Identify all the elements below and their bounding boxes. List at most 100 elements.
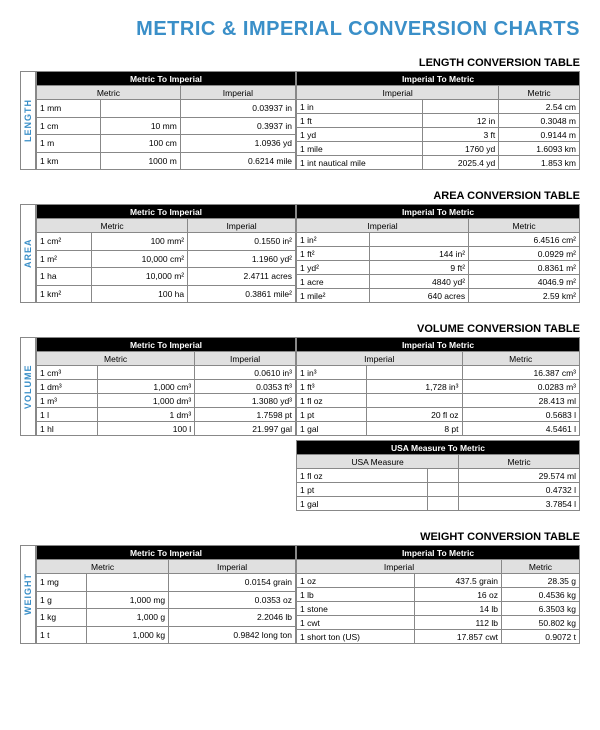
cell: 1 in² (297, 233, 370, 247)
cell: 1,000 dm³ (98, 394, 195, 408)
cell: 1 mile² (297, 289, 370, 303)
cell: 1 gal (297, 497, 428, 511)
table-row: 1 cm²100 mm²0.1550 in² (37, 233, 296, 251)
section-heading: LENGTH CONVERSION TABLE (20, 57, 580, 69)
table-col-right: Metric (459, 455, 580, 469)
cell: 1 yd² (297, 261, 370, 275)
cell: 1 mile (297, 142, 423, 156)
table-col-right: Imperial (169, 560, 296, 574)
table-row: 1 km²100 ha0.3861 mile² (37, 285, 296, 303)
cell (367, 394, 462, 408)
table-row: 1 in²6.4516 cm² (297, 233, 580, 247)
table-row: 1 m²10,000 cm²1.1960 yd² (37, 250, 296, 268)
cell: 2.54 cm (499, 100, 580, 114)
cell: 1 int nautical mile (297, 156, 423, 170)
table-col-left: Imperial (297, 86, 499, 100)
table-row: 1 pt20 fl oz0.5683 l (297, 408, 580, 422)
table-row: 1 gal3.7854 l (297, 497, 580, 511)
table-row: 1 pt0.4732 l (297, 483, 580, 497)
cell: 0.4536 kg (501, 588, 579, 602)
cell: 0.3937 in (180, 117, 295, 135)
table-row: 1 mile1760 yd1.6093 km (297, 142, 580, 156)
table-header-top: Metric To Imperial (37, 338, 296, 352)
conversion-table: Metric To ImperialMetricImperial1 cm³0.0… (36, 337, 296, 436)
table-row: 1 ha10,000 m²2.4711 acres (37, 268, 296, 286)
cell (422, 100, 499, 114)
table-header-top: Imperial To Metric (297, 338, 580, 352)
cell: 1,000 g (87, 609, 169, 627)
table-row: 1 fl oz28.413 ml (297, 394, 580, 408)
cell (428, 497, 459, 511)
cell: 1 cm (37, 117, 101, 135)
cell: 1 mm (37, 100, 101, 118)
cell: 1 m² (37, 250, 92, 268)
cell: 1.1960 yd² (188, 250, 296, 268)
cell: 0.9842 long ton (169, 626, 296, 644)
cell: 3 ft (422, 128, 499, 142)
cell: 640 acres (369, 289, 468, 303)
cell: 2025.4 yd (422, 156, 499, 170)
cell: 4840 yd² (369, 275, 468, 289)
table-row: 1 fl oz29.574 ml (297, 469, 580, 483)
table-header-top: USA Measure To Metric (297, 441, 580, 455)
cell: 144 in² (369, 247, 468, 261)
table-row: 1 yd²9 ft²0.8361 m² (297, 261, 580, 275)
cell: 1760 yd (422, 142, 499, 156)
cell: 1 cm² (37, 233, 92, 251)
cell: 0.03937 in (180, 100, 295, 118)
cell: 1 in (297, 100, 423, 114)
table-header-top: Metric To Imperial (37, 72, 296, 86)
page-title: METRIC & IMPERIAL CONVERSION CHARTS (20, 18, 580, 41)
cell: 1,000 mg (87, 591, 169, 609)
cell: 12 in (422, 114, 499, 128)
table-row: 1 in³16.387 cm³ (297, 366, 580, 380)
extra-table-wrap: USA Measure To MetricUSA MeasureMetric1 … (20, 440, 580, 511)
conversion-table: Metric To ImperialMetricImperial1 cm²100… (36, 204, 296, 303)
section-length: LENGTH CONVERSION TABLELENGTHMetric To I… (20, 57, 580, 170)
cell: 0.1550 in² (188, 233, 296, 251)
cell: 1.0936 yd (180, 135, 295, 153)
cell: 0.0353 oz (169, 591, 296, 609)
cell: 4046.9 m² (469, 275, 580, 289)
table-col-left: Imperial (297, 219, 469, 233)
cell: 1 lb (297, 588, 415, 602)
cell: 0.0929 m² (469, 247, 580, 261)
cell: 0.0353 ft³ (195, 380, 296, 394)
cell: 0.0610 in³ (195, 366, 296, 380)
cell: 10,000 m² (91, 268, 187, 286)
table-header-top: Metric To Imperial (37, 546, 296, 560)
cell: 1 g (37, 591, 87, 609)
table-row: 1 stone14 lb6.3503 kg (297, 602, 580, 616)
cell: 10,000 cm² (91, 250, 187, 268)
cell (98, 366, 195, 380)
cell: 0.3048 m (499, 114, 580, 128)
cell: 1 stone (297, 602, 415, 616)
table-col-right: Imperial (195, 352, 296, 366)
cell: 1 acre (297, 275, 370, 289)
cell: 6.3503 kg (501, 602, 579, 616)
section-heading: VOLUME CONVERSION TABLE (20, 323, 580, 335)
table-row: 1 l1 dm³1.7598 pt (37, 408, 296, 422)
cell: 28.35 g (501, 574, 579, 588)
table-row: 1 hl100 l21.997 gal (37, 422, 296, 436)
table-col-left: Metric (37, 352, 195, 366)
table-row: 1 lb16 oz0.4536 kg (297, 588, 580, 602)
cell: 1 gal (297, 422, 367, 436)
cell: 1 kg (37, 609, 87, 627)
cell: 4.5461 l (462, 422, 580, 436)
cell: 1 m (37, 135, 101, 153)
cell: 16 oz (414, 588, 501, 602)
table-row: 1 km1000 m0.6214 mile (37, 152, 296, 170)
table-row: 1 mm 0.03937 in (37, 100, 296, 118)
table-col-right: Metric (462, 352, 580, 366)
cell: 1 short ton (US) (297, 630, 415, 644)
cell: 1 hl (37, 422, 98, 436)
cell: 1 yd (297, 128, 423, 142)
cell: 2.4711 acres (188, 268, 296, 286)
table-col-left: Imperial (297, 560, 502, 574)
section-label: WEIGHT (20, 545, 36, 644)
cell: 1 ft³ (297, 380, 367, 394)
section-label: VOLUME (20, 337, 36, 436)
cell: 1 ft (297, 114, 423, 128)
cell: 50.802 kg (501, 616, 579, 630)
